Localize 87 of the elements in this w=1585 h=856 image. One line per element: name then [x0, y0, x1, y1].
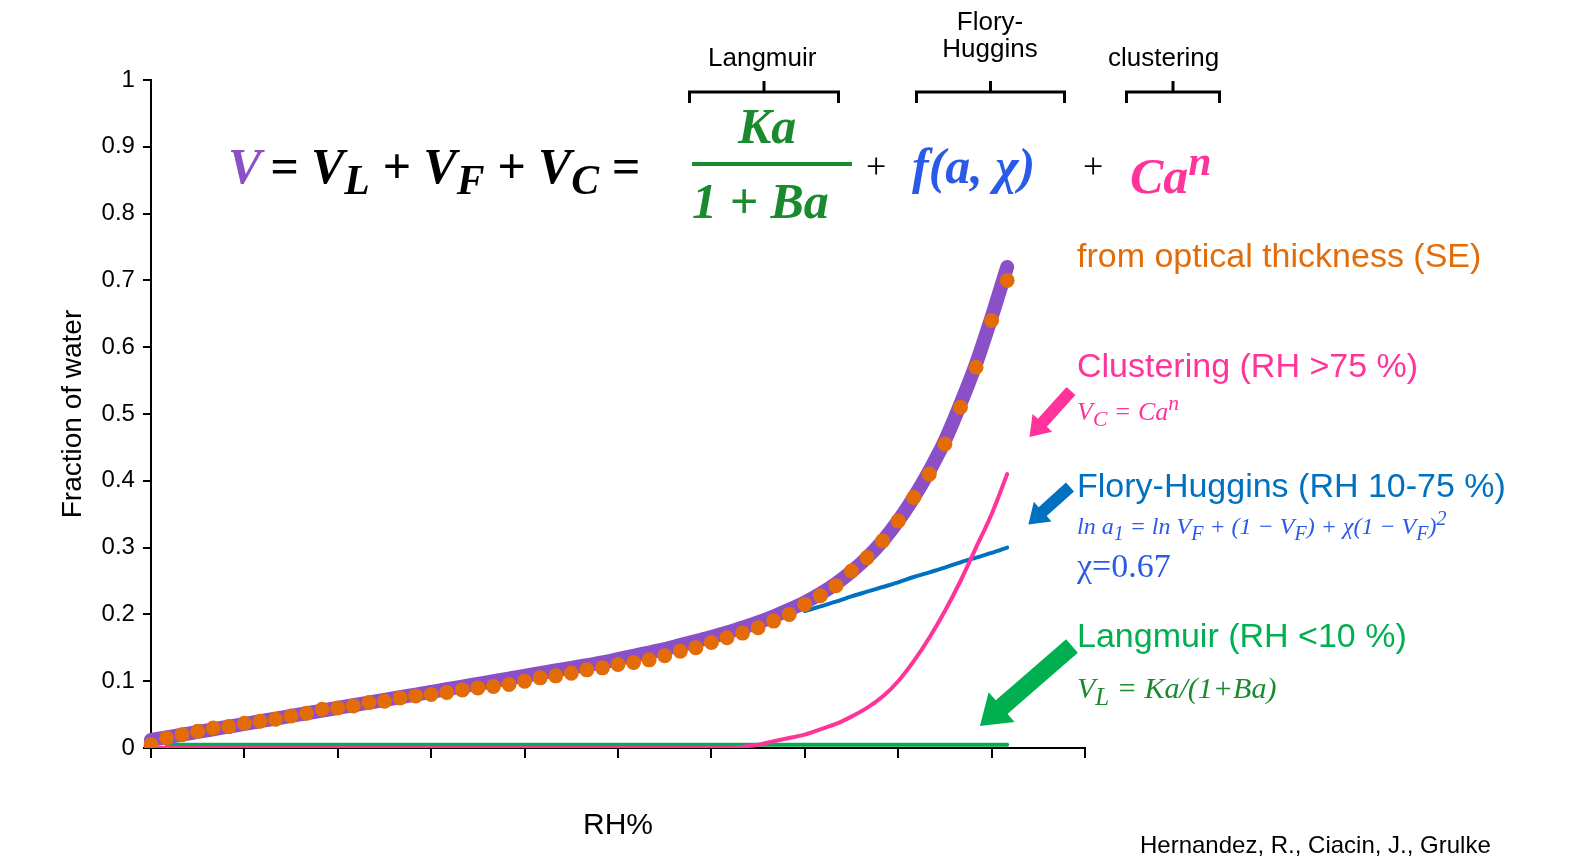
point: [268, 711, 283, 727]
point: [968, 359, 984, 375]
point: [812, 588, 828, 604]
point: [797, 596, 813, 612]
point: [890, 513, 906, 529]
point: [719, 630, 735, 646]
point: [579, 662, 595, 678]
point: [937, 436, 953, 452]
point: [439, 685, 455, 701]
text: Hernandez, R., Ciacin, J., Grulke: [1140, 831, 1491, 856]
point: [781, 606, 797, 622]
point: [299, 705, 315, 721]
point: [999, 272, 1015, 288]
point: [563, 665, 579, 681]
point: [392, 690, 408, 706]
point: [984, 312, 1000, 328]
point: [921, 466, 937, 482]
point: [610, 657, 626, 672]
annotation: = V$_{L}$ + V$_{F}$ + V$_{C}$ =: [270, 138, 641, 203]
text: Clustering (RH >75 %): [1077, 346, 1419, 384]
point: [252, 713, 268, 729]
point: [314, 701, 330, 717]
annotation: V$_{C}$ = Ca$^{n}$: [1077, 391, 1180, 431]
text: ln a$_{1}$ = ln V$_{F}$ + (1 − V$_{F}$) + χ(1 − V$_{F}$)$^{2}$: [1077, 507, 1447, 544]
y-tick-label: 0.4: [101, 465, 135, 493]
annotation: χ=0.67: [1077, 547, 1171, 584]
point: [688, 640, 704, 656]
y-tick-label: 0.2: [101, 599, 135, 627]
point: [626, 655, 642, 670]
text: Flory-Huggins: [941, 6, 1039, 64]
y-tick-label: 0.9: [101, 131, 135, 159]
point: [735, 625, 751, 641]
annotation: Ka: [738, 98, 797, 154]
y-axis-title: Fraction of water: [55, 309, 87, 519]
point: [330, 700, 346, 716]
point: [454, 682, 470, 698]
point: [205, 720, 221, 736]
annotation: f(a, χ): [912, 138, 1036, 194]
point: [532, 670, 548, 686]
y-tick-label: 0.3: [101, 532, 135, 560]
point: [952, 399, 968, 415]
point: [875, 533, 891, 549]
text: Langmuir (RH <10 %): [1077, 616, 1407, 654]
point: [423, 687, 439, 703]
point: [657, 648, 673, 664]
point: [408, 688, 424, 704]
point: [159, 730, 175, 746]
y-tick-label: 0.6: [101, 331, 135, 359]
point: [517, 673, 533, 689]
annotation: 1 + Ba: [692, 173, 829, 229]
text: Langmuir: [708, 42, 817, 72]
y-tick-label: 0: [121, 732, 135, 760]
y-tick-label: 0.8: [101, 198, 135, 226]
point: [703, 634, 719, 650]
annotation: V$_{L}$ = Ka/(1+Ba): [1077, 671, 1277, 711]
point: [470, 680, 486, 696]
point: [174, 727, 190, 743]
point: [548, 668, 564, 684]
point: [283, 708, 299, 724]
point: [859, 550, 875, 566]
point: [236, 715, 252, 731]
point: [376, 693, 392, 709]
text: Ca$^{n}$: [1130, 138, 1212, 204]
text: clustering: [1108, 42, 1220, 72]
y-tick-label: 0.5: [101, 398, 135, 426]
point: [190, 723, 206, 739]
point: [906, 490, 922, 505]
y-tick-label: 0.1: [101, 665, 135, 693]
point: [828, 578, 844, 594]
annotation: +: [1083, 146, 1104, 186]
point: [843, 563, 859, 579]
y-tick-label: 1: [121, 64, 135, 92]
series-label: from optical thickness (SE): [1077, 236, 1482, 274]
x-axis-title: RH%: [582, 807, 653, 841]
point: [485, 679, 501, 695]
point: [345, 698, 361, 714]
point: [221, 719, 237, 735]
point: [766, 613, 782, 629]
legend-label: Flory-Huggins (RH 10-75 %): [1077, 466, 1506, 504]
point: [641, 652, 657, 668]
point: [594, 660, 610, 676]
point: [750, 620, 766, 636]
annotation: +: [866, 146, 887, 186]
point: [361, 695, 377, 711]
point: [672, 643, 688, 659]
y-tick-label: 0.7: [101, 265, 135, 293]
point: [501, 677, 517, 693]
